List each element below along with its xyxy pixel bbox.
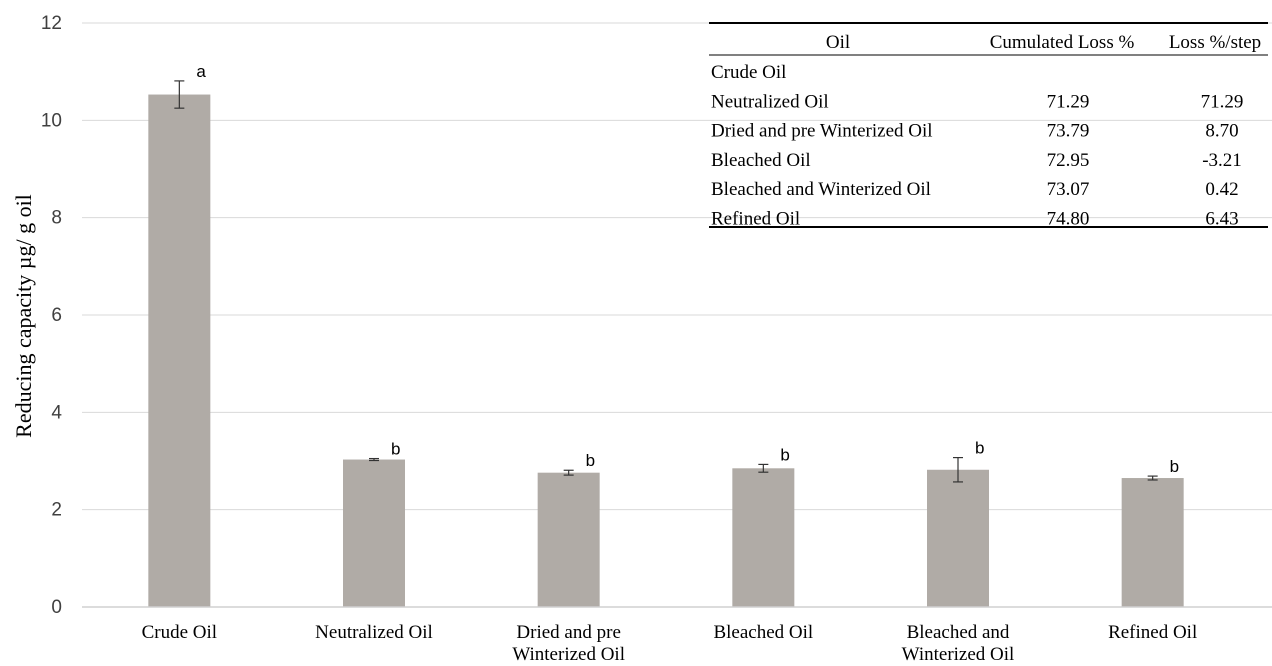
- bar: [1121, 478, 1184, 607]
- table-cell-oil: Bleached and Winterized Oil: [711, 179, 931, 200]
- x-tick-label: Refined Oil: [1108, 622, 1197, 643]
- axes: 0 2 4 6 8 10 12 Crude Oil Neutralized Oil Dried a…: [41, 13, 1272, 665]
- x-tick-label: Bleached Oil: [713, 622, 813, 643]
- table-cell-oil: Dried and pre Winterized Oil: [711, 121, 933, 142]
- y-axis-label: Reducing capacity µg/ g oil: [11, 194, 36, 438]
- x-tick-label: Crude Oil: [142, 622, 217, 643]
- bar: [343, 459, 405, 607]
- table-cell-loss-step: 6.43: [1205, 209, 1238, 230]
- y-tick-label: 12: [41, 13, 62, 34]
- table-header-cell: Oil: [826, 32, 850, 53]
- x-tick-label-line: Crude Oil: [142, 622, 217, 643]
- x-tick-label: Bleached and Winterized Oil: [902, 622, 1015, 665]
- table-cell-oil: Bleached Oil: [711, 150, 811, 171]
- bar: [537, 472, 600, 607]
- table-cell-cumulated-loss: 71.29: [1047, 91, 1090, 112]
- y-tick-label: 8: [51, 208, 62, 229]
- table-header-cell: Cumulated Loss %: [990, 32, 1135, 53]
- x-tick-label-line: Winterized Oil: [512, 644, 625, 665]
- bar: [732, 468, 795, 607]
- significance-letter: b: [975, 439, 984, 458]
- x-tick-label-line: Winterized Oil: [902, 644, 1015, 665]
- bar: [148, 94, 211, 608]
- table-cell-cumulated-loss: 73.79: [1047, 121, 1090, 142]
- significance-letter: b: [586, 451, 595, 470]
- significance-letter: b: [780, 445, 789, 464]
- table-cell-oil: Neutralized Oil: [711, 91, 829, 112]
- table-header-cell: Loss %/step: [1169, 32, 1261, 53]
- table-cell-loss-step: 0.42: [1205, 179, 1238, 200]
- table-cell-cumulated-loss: 73.07: [1047, 179, 1090, 200]
- bars: a b b b b b: [148, 62, 1184, 608]
- table-cell-loss-step: 71.29: [1201, 91, 1244, 112]
- significance-letter: b: [391, 440, 400, 459]
- x-tick-label-line: Bleached Oil: [713, 622, 813, 643]
- y-tick-label: 2: [51, 500, 62, 521]
- x-tick-label-line: Neutralized Oil: [315, 622, 433, 643]
- table-cell-loss-step: -3.21: [1202, 150, 1242, 171]
- y-tick-label: 4: [51, 402, 62, 423]
- gridlines: [82, 22, 1272, 511]
- x-tick-label: Neutralized Oil: [315, 622, 433, 643]
- x-tick-label-line: Bleached and: [907, 622, 1010, 643]
- y-tick-label: 6: [51, 305, 62, 326]
- x-tick-label-line: Dried and pre: [516, 622, 620, 643]
- significance-letter: a: [196, 62, 206, 81]
- x-tick-label: Dried and pre Winterized Oil: [512, 622, 625, 665]
- table-cell-oil: Refined Oil: [711, 209, 800, 230]
- table-cell-cumulated-loss: 72.95: [1047, 150, 1090, 171]
- table-cell-oil: Crude Oil: [711, 62, 786, 83]
- table-cell-loss-step: 8.70: [1205, 121, 1238, 142]
- x-tick-label-line: Refined Oil: [1108, 622, 1197, 643]
- y-tick-label: 10: [41, 110, 62, 131]
- significance-letter: b: [1170, 457, 1179, 476]
- bar: [927, 469, 989, 607]
- inset-table: Oil Cumulated Loss % Loss %/step Crude Oil N…: [709, 22, 1268, 230]
- table-cell-cumulated-loss: 74.80: [1047, 209, 1090, 230]
- y-tick-label: 0: [51, 597, 62, 618]
